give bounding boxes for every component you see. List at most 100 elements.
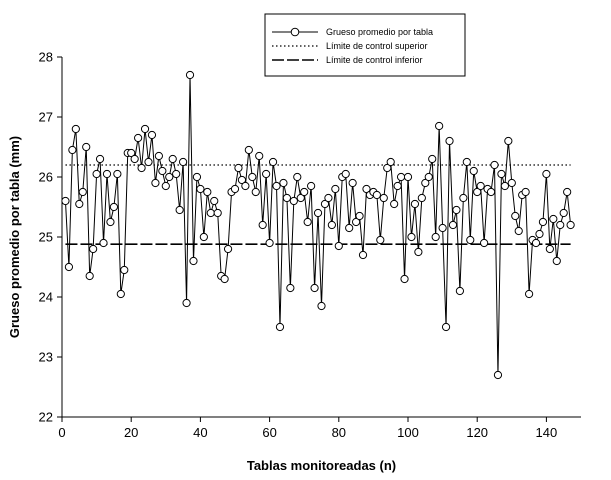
data-point — [71, 124, 80, 134]
data-point — [154, 151, 163, 161]
data-point — [563, 187, 572, 197]
data-point — [476, 181, 485, 191]
data-point — [424, 172, 433, 182]
series-line — [64, 74, 572, 376]
data-point — [106, 217, 115, 227]
x-tick-label: 20 — [124, 425, 138, 440]
data-point — [372, 190, 381, 200]
data-point — [137, 163, 146, 173]
data-point — [455, 286, 464, 296]
data-point — [75, 199, 84, 209]
data-point — [206, 208, 215, 218]
y-axis-title: Grueso promedio por tabla (mm) — [7, 136, 22, 338]
data-point — [92, 169, 101, 179]
data-point — [293, 172, 302, 182]
data-point — [469, 166, 478, 176]
x-tick-label: 0 — [58, 425, 65, 440]
y-tick-label: 26 — [39, 170, 53, 185]
x-tick-label: 40 — [193, 425, 207, 440]
legend-box — [264, 13, 466, 77]
data-point — [286, 283, 295, 293]
data-point — [400, 274, 409, 284]
data-point — [525, 289, 534, 299]
data-point — [310, 283, 319, 293]
data-point — [303, 217, 312, 227]
data-point — [78, 187, 87, 197]
data-point — [317, 301, 326, 311]
data-point — [407, 232, 416, 242]
data-point — [61, 196, 70, 206]
data-point — [545, 244, 554, 254]
data-point — [531, 238, 541, 248]
data-point — [189, 256, 198, 266]
data-point — [134, 133, 143, 143]
data-point — [262, 169, 271, 179]
data-point — [251, 187, 260, 197]
data-point — [507, 178, 516, 188]
data-point — [213, 208, 222, 218]
data-point — [265, 238, 274, 248]
y-tick-label: 22 — [39, 410, 53, 425]
x-tick-label: 120 — [466, 425, 488, 440]
data-point — [130, 154, 139, 164]
data-point — [500, 181, 509, 191]
data-point — [64, 262, 74, 272]
data-point — [230, 184, 240, 194]
data-point — [151, 178, 160, 188]
data-point — [220, 274, 229, 284]
data-point — [185, 70, 195, 80]
data-point — [334, 241, 343, 251]
data-point — [559, 208, 568, 218]
data-point — [120, 265, 129, 275]
x-ticks: 0 20 40 60 80 100 120 140 — [58, 417, 557, 440]
data-point — [85, 271, 94, 281]
data-point — [521, 187, 530, 197]
data-point — [237, 175, 247, 185]
legend-label-superior: Límite de control superior — [326, 41, 428, 51]
data-point — [68, 145, 77, 155]
y-tick-label: 24 — [39, 290, 53, 305]
data-point — [417, 193, 426, 203]
data-point — [272, 181, 281, 191]
data-point — [102, 169, 112, 179]
data-point — [552, 256, 561, 266]
data-point — [161, 181, 170, 191]
legend-label-inferior: Límite de control inferior — [326, 55, 423, 65]
x-tick-label: 80 — [332, 425, 346, 440]
data-point — [192, 172, 202, 182]
data-point — [410, 199, 420, 209]
x-tick-label: 140 — [536, 425, 558, 440]
data-point — [438, 223, 447, 233]
data-point — [210, 196, 219, 206]
data-point — [307, 181, 316, 191]
y-tick-label: 27 — [39, 110, 53, 125]
data-point — [514, 226, 523, 236]
data-point — [324, 193, 333, 203]
data-point — [486, 187, 496, 197]
x-tick-label: 100 — [397, 425, 419, 440]
data-point — [421, 178, 430, 188]
data-point — [296, 193, 305, 203]
data-point — [327, 220, 336, 230]
data-point — [480, 238, 489, 248]
data-point — [390, 199, 399, 209]
data-point — [352, 217, 361, 227]
data-point — [556, 220, 565, 230]
data-point — [144, 157, 153, 167]
data-point — [182, 298, 191, 308]
data-point — [255, 151, 264, 161]
data-point — [448, 220, 458, 230]
data-point — [431, 232, 440, 242]
y-ticks: 22 23 24 25 26 27 28 — [39, 50, 62, 425]
data-point — [452, 205, 461, 215]
series-grueso-promedio — [61, 70, 575, 380]
data-point — [168, 154, 177, 164]
x-tick-label: 60 — [262, 425, 276, 440]
data-point — [497, 169, 506, 179]
data-point — [542, 169, 551, 179]
data-point — [203, 187, 212, 197]
data-point — [179, 157, 188, 167]
data-point — [82, 142, 91, 152]
data-point — [441, 322, 451, 332]
data-point — [89, 244, 98, 254]
